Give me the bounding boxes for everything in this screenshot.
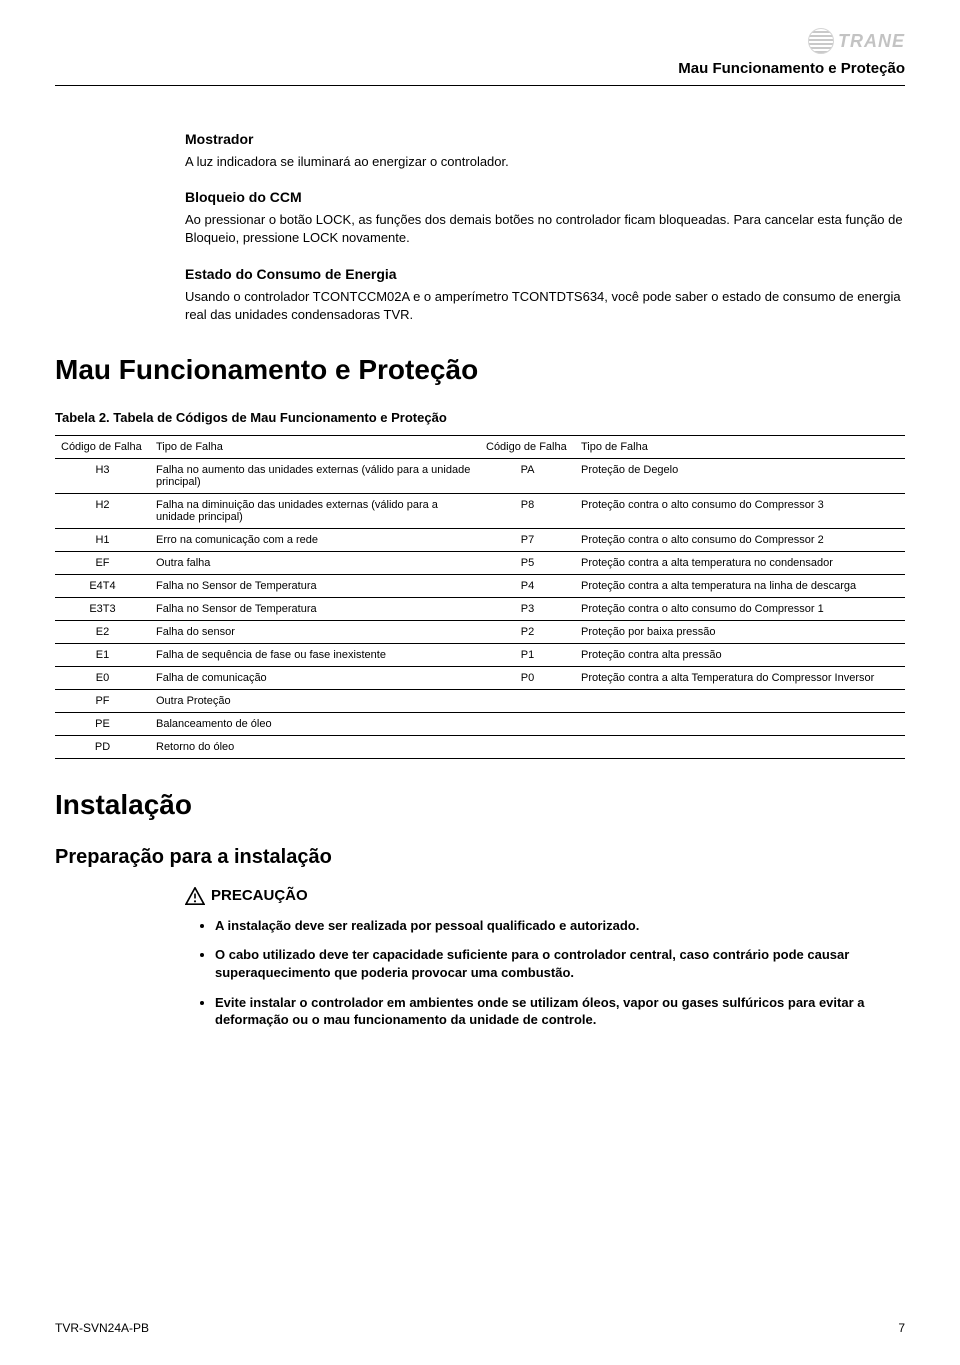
table-row: H1Erro na comunicação com a redeP7Proteç… bbox=[55, 528, 905, 551]
table-cell: PA bbox=[480, 458, 575, 493]
table-cell bbox=[480, 712, 575, 735]
table-cell: P7 bbox=[480, 528, 575, 551]
brand-name: TRANE bbox=[838, 31, 905, 52]
intro-sections: Mostrador A luz indicadora se iluminará … bbox=[185, 131, 905, 324]
th-type2: Tipo de Falha bbox=[575, 435, 905, 458]
table-cell: Proteção contra alta pressão bbox=[575, 643, 905, 666]
table-cell: EF bbox=[55, 551, 150, 574]
table-cell: Proteção contra a alta temperatura na li… bbox=[575, 574, 905, 597]
table-cell: P4 bbox=[480, 574, 575, 597]
table-cell: Falha no Sensor de Temperatura bbox=[150, 597, 480, 620]
table-cell: Proteção por baixa pressão bbox=[575, 620, 905, 643]
table-row: H2Falha na diminuição das unidades exter… bbox=[55, 493, 905, 528]
fault-codes-table: Código de Falha Tipo de Falha Código de … bbox=[55, 435, 905, 759]
section-para: Ao pressionar o botão LOCK, as funções d… bbox=[185, 211, 905, 247]
bullet-item: Evite instalar o controlador em ambiente… bbox=[215, 994, 905, 1029]
table-cell: E0 bbox=[55, 666, 150, 689]
bullet-item: A instalação deve ser realizada por pess… bbox=[215, 917, 905, 935]
section-para: A luz indicadora se iluminará ao energiz… bbox=[185, 153, 905, 171]
table-cell bbox=[480, 735, 575, 758]
section-para: Usando o controlador TCONTCCM02A e o amp… bbox=[185, 288, 905, 324]
table-cell bbox=[575, 712, 905, 735]
heading-install: Instalação bbox=[55, 789, 905, 821]
th-type1: Tipo de Falha bbox=[150, 435, 480, 458]
table-cell: Falha de sequência de fase ou fase inexi… bbox=[150, 643, 480, 666]
heading-malfunction: Mau Funcionamento e Proteção bbox=[55, 354, 905, 386]
warning-icon bbox=[185, 887, 205, 905]
table-cell: Falha no Sensor de Temperatura bbox=[150, 574, 480, 597]
section-title: Bloqueio do CCM bbox=[185, 189, 905, 205]
table-cell: P3 bbox=[480, 597, 575, 620]
section-title: Estado do Consumo de Energia bbox=[185, 266, 905, 282]
caution-bullets: A instalação deve ser realizada por pess… bbox=[215, 917, 905, 1029]
table-row: E2Falha do sensorP2Proteção por baixa pr… bbox=[55, 620, 905, 643]
table-cell: Proteção de Degelo bbox=[575, 458, 905, 493]
table-row: E4T4Falha no Sensor de TemperaturaP4Prot… bbox=[55, 574, 905, 597]
table-cell: Proteção contra a alta temperatura no co… bbox=[575, 551, 905, 574]
table-cell: P5 bbox=[480, 551, 575, 574]
table-cell: Balanceamento de óleo bbox=[150, 712, 480, 735]
heading-prep: Preparação para a instalação bbox=[55, 846, 905, 869]
table-cell bbox=[575, 735, 905, 758]
table-cell: H1 bbox=[55, 528, 150, 551]
table-cell: E3T3 bbox=[55, 597, 150, 620]
table-row: PEBalanceamento de óleo bbox=[55, 712, 905, 735]
table-cell: E1 bbox=[55, 643, 150, 666]
table-cell: PE bbox=[55, 712, 150, 735]
caution-label: PRECAUÇÃO bbox=[211, 887, 308, 904]
brand-logo: TRANE bbox=[808, 28, 905, 54]
table-cell: P2 bbox=[480, 620, 575, 643]
table-cell: Falha no aumento das unidades externas (… bbox=[150, 458, 480, 493]
table-cell: E4T4 bbox=[55, 574, 150, 597]
table-cell: Falha de comunicação bbox=[150, 666, 480, 689]
table-row: EFOutra falhaP5Proteção contra a alta te… bbox=[55, 551, 905, 574]
table-row: PFOutra Proteção bbox=[55, 689, 905, 712]
bullet-item: O cabo utilizado deve ter capacidade suf… bbox=[215, 946, 905, 981]
footer-docid: TVR-SVN24A-PB bbox=[55, 1321, 149, 1335]
table-row: PDRetorno do óleo bbox=[55, 735, 905, 758]
page-footer: TVR-SVN24A-PB 7 bbox=[55, 1321, 905, 1335]
table-cell: H2 bbox=[55, 493, 150, 528]
table-cell: P8 bbox=[480, 493, 575, 528]
table-cell: PD bbox=[55, 735, 150, 758]
table-cell: P0 bbox=[480, 666, 575, 689]
logo-globe-icon bbox=[808, 28, 834, 54]
table-row: E0Falha de comunicaçãoP0Proteção contra … bbox=[55, 666, 905, 689]
table-header-row: Código de Falha Tipo de Falha Código de … bbox=[55, 435, 905, 458]
table-caption: Tabela 2. Tabela de Códigos de Mau Funci… bbox=[55, 410, 905, 425]
table-cell bbox=[480, 689, 575, 712]
breadcrumb: Mau Funcionamento e Proteção bbox=[55, 60, 905, 86]
table-cell: Falha na diminuição das unidades externa… bbox=[150, 493, 480, 528]
table-cell: Proteção contra o alto consumo do Compre… bbox=[575, 528, 905, 551]
table-cell: Proteção contra o alto consumo do Compre… bbox=[575, 493, 905, 528]
section-title: Mostrador bbox=[185, 131, 905, 147]
table-cell: E2 bbox=[55, 620, 150, 643]
table-row: H3Falha no aumento das unidades externas… bbox=[55, 458, 905, 493]
table-cell: P1 bbox=[480, 643, 575, 666]
th-code2: Código de Falha bbox=[480, 435, 575, 458]
table-cell: Retorno do óleo bbox=[150, 735, 480, 758]
table-cell: Erro na comunicação com a rede bbox=[150, 528, 480, 551]
page-header: TRANE bbox=[55, 0, 905, 60]
footer-pagenum: 7 bbox=[898, 1321, 905, 1335]
caution-block: PRECAUÇÃO bbox=[185, 887, 905, 905]
table-cell: Falha do sensor bbox=[150, 620, 480, 643]
table-cell: H3 bbox=[55, 458, 150, 493]
table-cell: Outra falha bbox=[150, 551, 480, 574]
table-cell bbox=[575, 689, 905, 712]
table-cell: Proteção contra o alto consumo do Compre… bbox=[575, 597, 905, 620]
table-row: E3T3Falha no Sensor de TemperaturaP3Prot… bbox=[55, 597, 905, 620]
table-cell: PF bbox=[55, 689, 150, 712]
table-cell: Proteção contra a alta Temperatura do Co… bbox=[575, 666, 905, 689]
th-code1: Código de Falha bbox=[55, 435, 150, 458]
table-row: E1Falha de sequência de fase ou fase ine… bbox=[55, 643, 905, 666]
table-cell: Outra Proteção bbox=[150, 689, 480, 712]
